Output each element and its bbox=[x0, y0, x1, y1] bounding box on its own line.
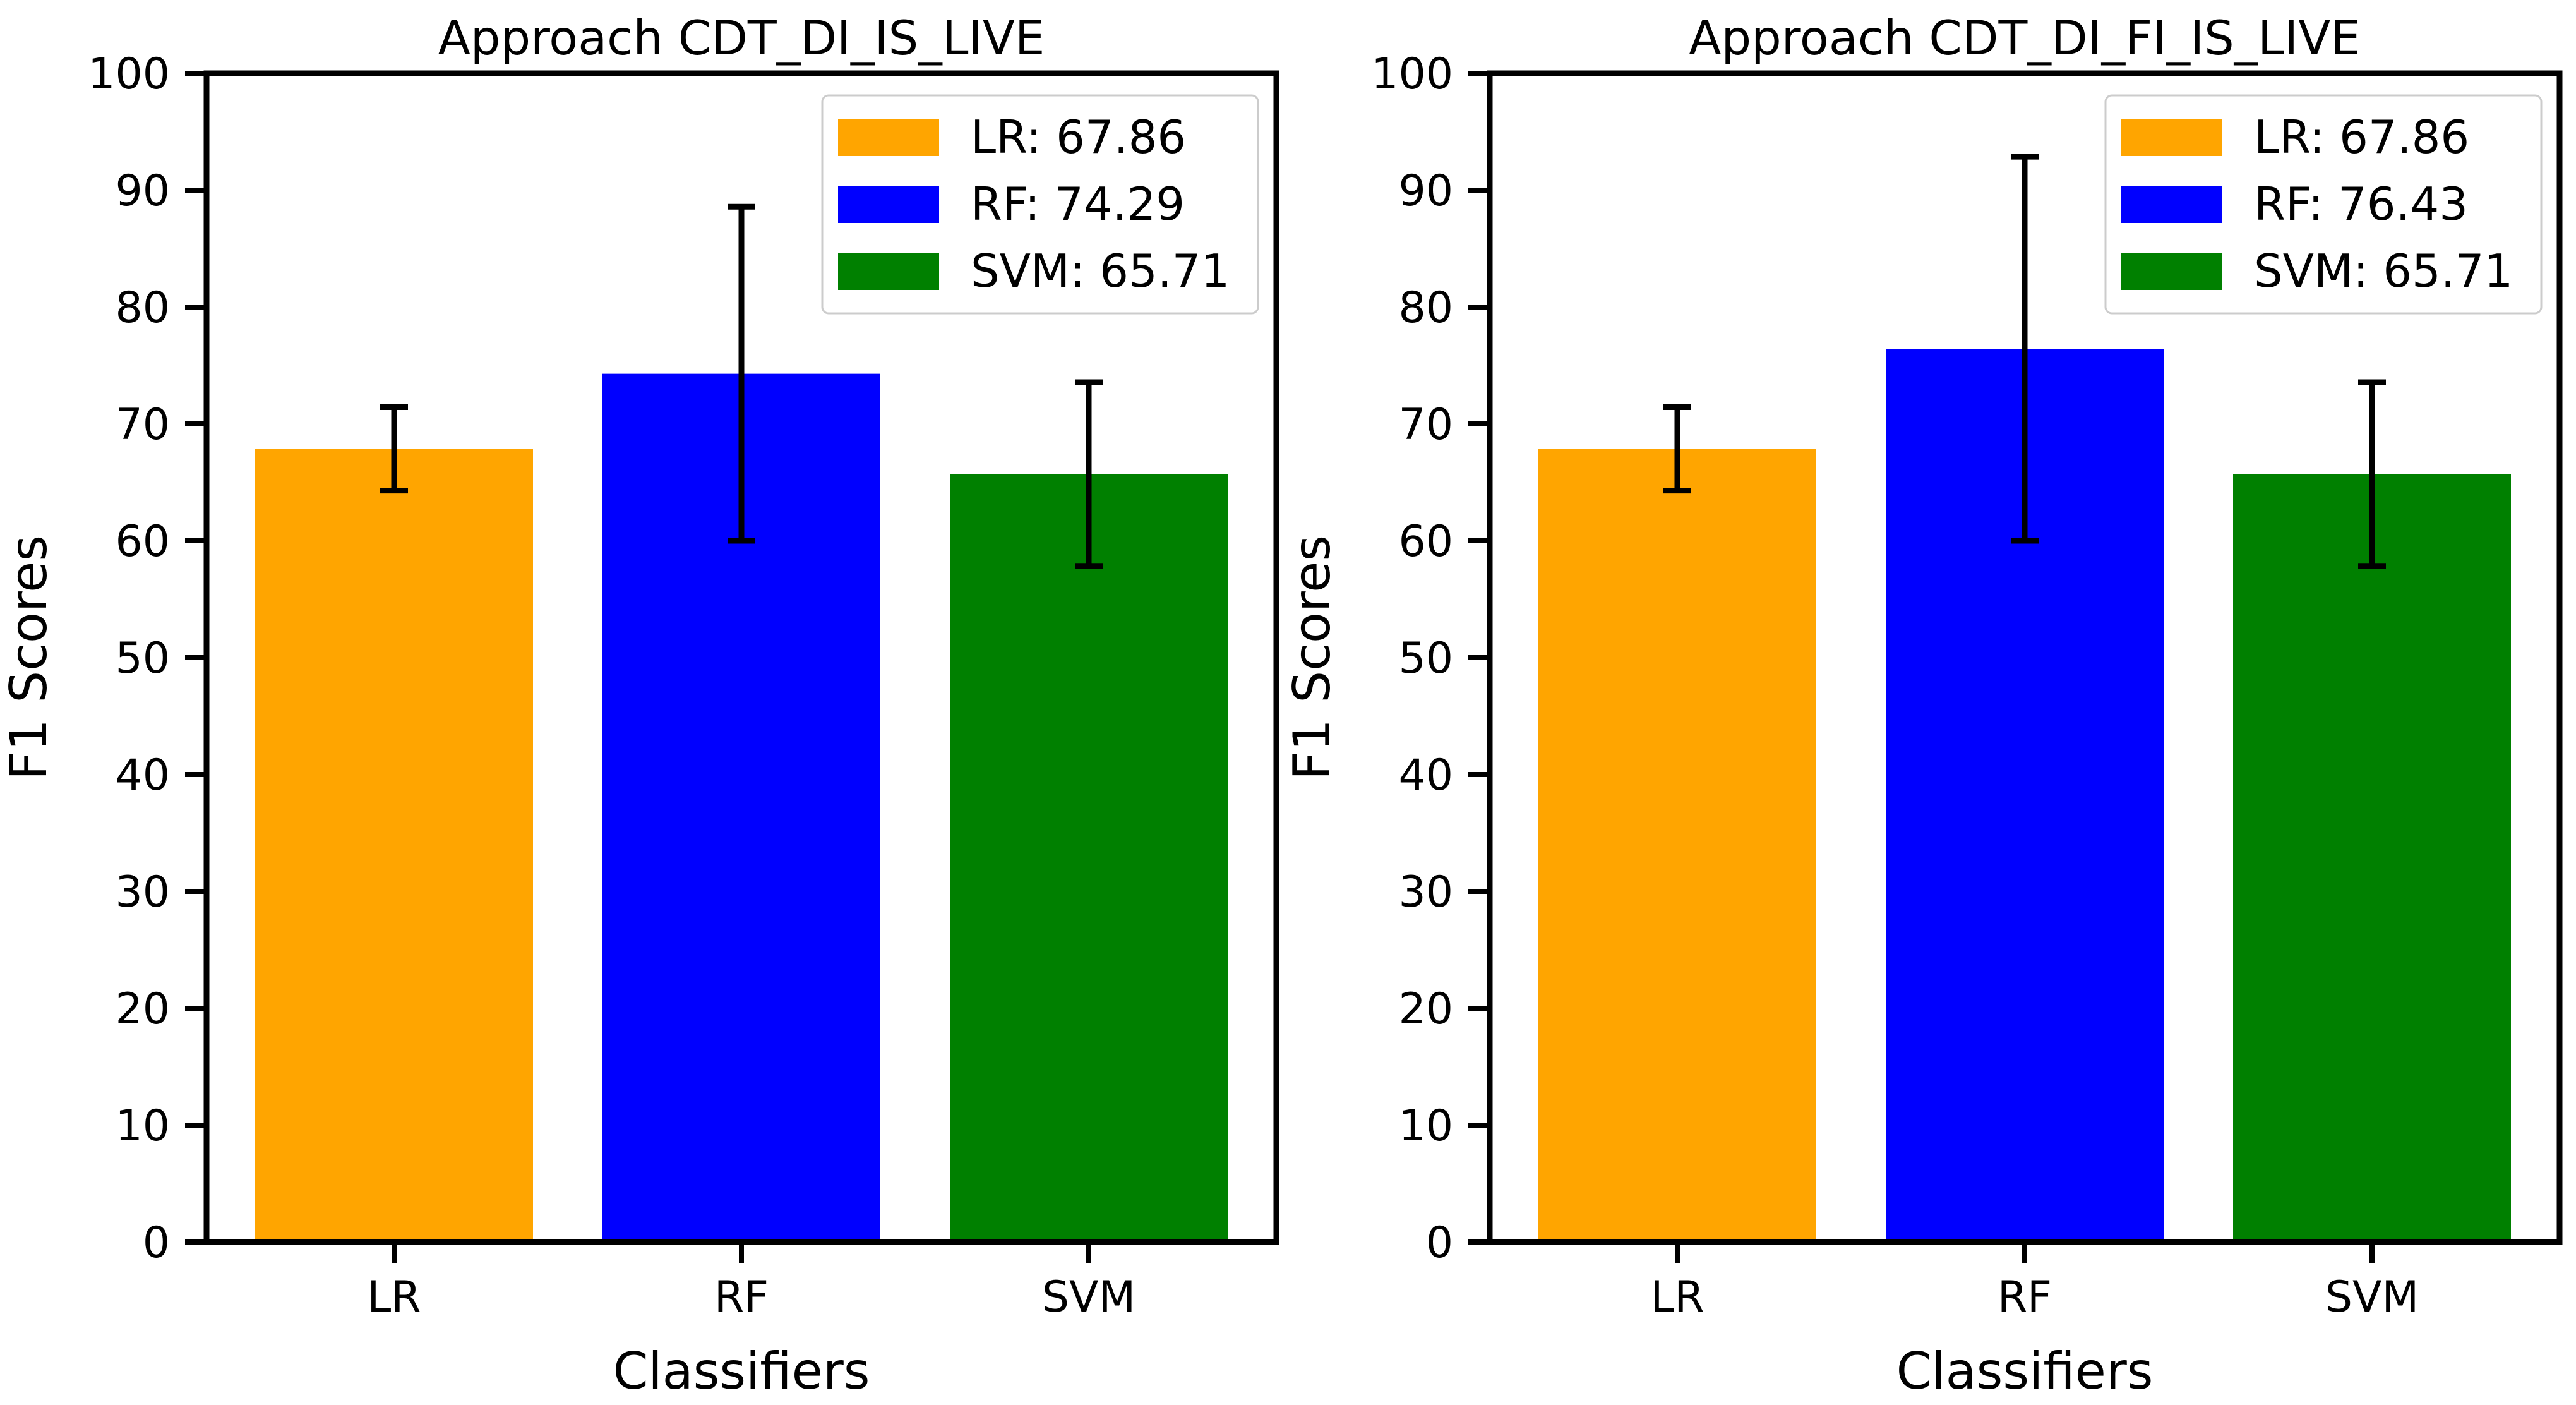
legend-swatch-rf bbox=[838, 186, 939, 223]
chart-panel-right: Approach CDT_DI_FI_IS_LIVE 0 10 20 30 40 50 60… bbox=[1283, 10, 2563, 1401]
y-tick-label: 80 bbox=[1398, 283, 1453, 333]
x-tick-label: RF bbox=[714, 1272, 769, 1322]
legend-label-svm: SVM: 65.71 bbox=[971, 244, 1230, 298]
error-bar-svm bbox=[2358, 379, 2386, 569]
legend-swatch-lr bbox=[838, 119, 939, 156]
y-tick-label: 100 bbox=[88, 49, 170, 99]
error-bar-lr bbox=[380, 404, 408, 494]
y-tick-label: 20 bbox=[1398, 984, 1453, 1034]
y-tick-label: 40 bbox=[115, 751, 170, 800]
legend-swatch-rf bbox=[2121, 186, 2222, 223]
error-bar-svm bbox=[1075, 379, 1103, 569]
y-tick-label: 0 bbox=[143, 1218, 170, 1268]
legend-label-lr: LR: 67.86 bbox=[971, 111, 1186, 164]
chart-title: Approach CDT_DI_IS_LIVE bbox=[438, 10, 1045, 66]
y-tick-label: 10 bbox=[1398, 1101, 1453, 1151]
bar-lr bbox=[255, 449, 533, 1242]
y-tick-label: 50 bbox=[1398, 634, 1453, 684]
legend-label-svm: SVM: 65.71 bbox=[2254, 244, 2513, 298]
chart-panel-left: Approach CDT_DI_IS_LIVE 0 10 20 30 40 50 60 70 8… bbox=[0, 10, 1279, 1401]
legend: LR: 67.86 RF: 76.43 SVM: 65.71 bbox=[2104, 94, 2543, 315]
y-tick-label: 90 bbox=[115, 166, 170, 216]
x-tick-label: LR bbox=[1650, 1272, 1704, 1322]
y-axis-label: F1 Scores bbox=[1283, 535, 1341, 780]
plot-area: 0 10 20 30 40 50 60 70 80 90 100 LR RF SVM bbox=[88, 49, 1279, 1322]
y-tick-label: 100 bbox=[1371, 49, 1453, 99]
error-bar-rf bbox=[2011, 154, 2039, 544]
error-bar-lr bbox=[1663, 404, 1691, 494]
legend-swatch-svm bbox=[838, 253, 939, 290]
y-tick-label: 0 bbox=[1426, 1218, 1453, 1268]
y-tick-label: 70 bbox=[1398, 400, 1453, 450]
y-tick-label: 80 bbox=[115, 283, 170, 333]
y-tick-label: 20 bbox=[115, 984, 170, 1034]
y-axis-label: F1 Scores bbox=[0, 535, 58, 780]
y-tick-label: 60 bbox=[115, 517, 170, 567]
legend-label-rf: RF: 74.29 bbox=[971, 178, 1185, 231]
y-tick-label: 50 bbox=[115, 634, 170, 684]
plot-area: 0 10 20 30 40 50 60 70 80 90 100 LR RF SVM bbox=[1371, 49, 2563, 1322]
y-tick-label: 90 bbox=[1398, 166, 1453, 216]
y-tick-label: 60 bbox=[1398, 517, 1453, 567]
bar-svm bbox=[950, 474, 1228, 1242]
error-bar-rf bbox=[728, 203, 755, 544]
x-axis-label: Classifiers bbox=[613, 1342, 870, 1401]
y-tick-label: 70 bbox=[115, 400, 170, 450]
x-tick-label: LR bbox=[367, 1272, 421, 1322]
x-tick-label: SVM bbox=[1042, 1272, 1135, 1322]
legend-label-lr: LR: 67.86 bbox=[2254, 111, 2469, 164]
x-axis-label: Classifiers bbox=[1896, 1342, 2154, 1401]
chart-title: Approach CDT_DI_FI_IS_LIVE bbox=[1689, 10, 2361, 66]
legend-swatch-lr bbox=[2121, 119, 2222, 156]
legend-label-rf: RF: 76.43 bbox=[2254, 178, 2468, 231]
legend-swatch-svm bbox=[2121, 253, 2222, 290]
bar-svm bbox=[2233, 474, 2511, 1242]
x-tick-label: RF bbox=[1998, 1272, 2052, 1322]
y-tick-label: 40 bbox=[1398, 751, 1453, 800]
x-tick-label: SVM bbox=[2325, 1272, 2419, 1322]
bar-lr bbox=[1538, 449, 1816, 1242]
y-tick-label: 30 bbox=[1398, 867, 1453, 917]
y-tick-label: 10 bbox=[115, 1101, 170, 1151]
legend: LR: 67.86 RF: 74.29 SVM: 65.71 bbox=[821, 94, 1259, 315]
y-tick-label: 30 bbox=[115, 867, 170, 917]
